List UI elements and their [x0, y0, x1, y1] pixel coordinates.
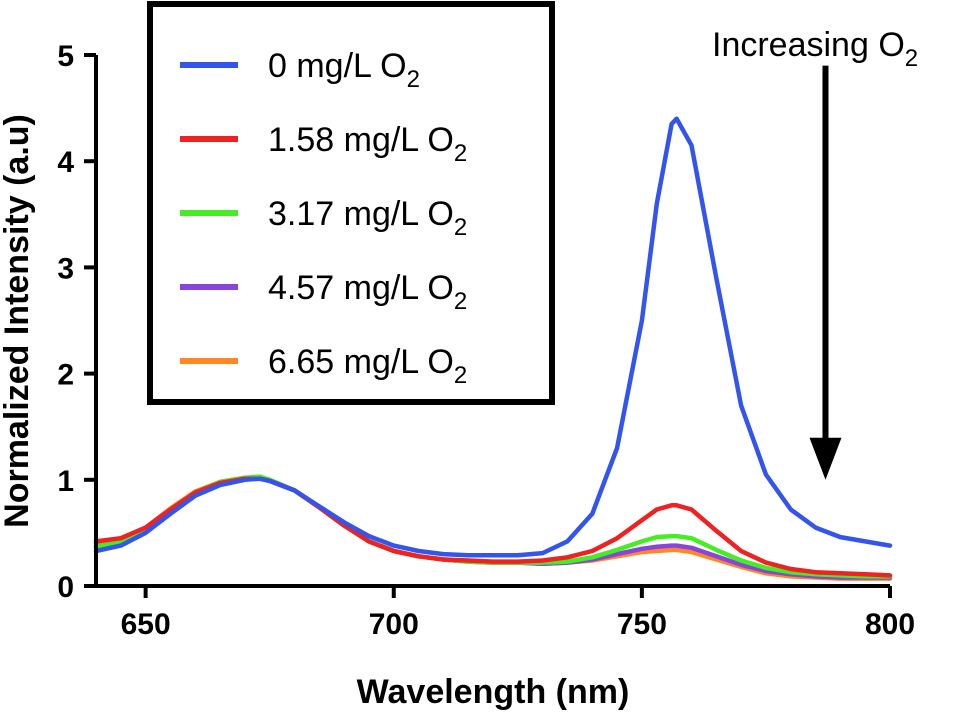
- legend-box: [147, 1, 555, 405]
- x-tick-label: 750: [617, 608, 667, 641]
- legend-label-main: 3.17 mg/L O: [268, 195, 454, 233]
- legend-label-sub: 2: [454, 140, 467, 167]
- annotation-label-main: Increasing O: [712, 26, 905, 64]
- series-line: [93, 476, 893, 578]
- legend: 0 mg/L O21.58 mg/L O23.17 mg/L O24.57 mg…: [147, 1, 555, 405]
- x-tick-label: 650: [121, 608, 171, 641]
- legend-label: 4.57 mg/L O2: [268, 269, 467, 315]
- axes: [94, 55, 890, 588]
- x-tick-label: 800: [865, 608, 915, 641]
- legend-label: 0 mg/L O2: [268, 47, 420, 93]
- legend-label-sub: 2: [454, 288, 467, 315]
- legend-label: 1.58 mg/L O2: [268, 121, 467, 167]
- y-tick-label: 0: [57, 571, 74, 604]
- y-tick-label: 5: [57, 40, 74, 73]
- ticks: 650 700 750 800 0 1 2 3 4 5: [57, 40, 915, 641]
- legend-label-main: 6.65 mg/L O: [268, 343, 454, 381]
- legend-label-main: 4.57 mg/L O: [268, 269, 454, 307]
- x-axis-title: Wavelength (nm): [357, 673, 630, 711]
- series-layer: [93, 116, 893, 581]
- legend-label-sub: 2: [454, 362, 467, 389]
- legend-label: 6.65 mg/L O2: [268, 343, 467, 389]
- legend-items: 0 mg/L O21.58 mg/L O23.17 mg/L O24.57 mg…: [180, 47, 467, 389]
- x-tick-label: 700: [369, 608, 419, 641]
- series-line: [93, 116, 893, 558]
- legend-label-main: 0 mg/L O: [268, 47, 407, 85]
- y-tick-label: 1: [57, 465, 74, 498]
- y-axis-title: Normalized Intensity (a.u): [0, 114, 36, 528]
- annotation-arrow-head: [809, 437, 842, 480]
- y-tick-label: 3: [57, 252, 74, 285]
- annotation: Increasing O2: [712, 26, 918, 480]
- legend-label: 3.17 mg/L O2: [268, 195, 467, 241]
- legend-label-main: 1.58 mg/L O: [268, 121, 454, 159]
- legend-label-sub: 2: [454, 214, 467, 241]
- y-tick-label: 2: [57, 359, 74, 392]
- y-tick-label: 4: [57, 146, 74, 179]
- annotation-label-sub: 2: [905, 45, 918, 72]
- legend-label-sub: 2: [407, 66, 420, 93]
- annotation-label: Increasing O2: [712, 26, 918, 72]
